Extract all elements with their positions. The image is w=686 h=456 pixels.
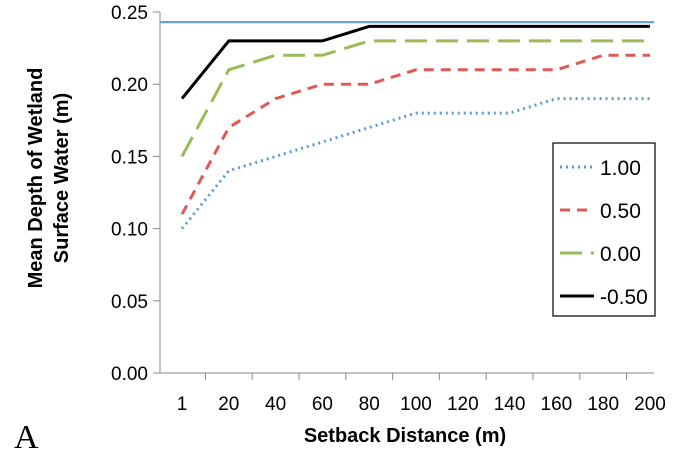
y-tick-label: 0.25	[111, 3, 148, 24]
series-line-0neg00	[180, 39, 650, 158]
x-tick-label: 160	[541, 394, 573, 415]
series-lines	[180, 24, 650, 230]
legend-label: 1.00	[600, 157, 641, 180]
series-line-0neg50	[180, 53, 650, 215]
legend-box	[552, 142, 656, 317]
x-tick-label: 80	[359, 394, 380, 415]
x-tick-label: 1	[177, 394, 188, 415]
x-tick-label: 120	[447, 394, 479, 415]
legend-label: 0.00	[600, 243, 641, 266]
y-tick-label: 0.00	[111, 364, 148, 385]
x-tick-label: 140	[494, 394, 526, 415]
y-axis-title-line: Mean Depth of Wetland	[25, 68, 47, 289]
legend-label: -0.50	[600, 286, 648, 309]
x-tick-labels: 1 20 40 60 80 100 120 140 160 180 200	[177, 394, 666, 415]
y-tick-labels: 0.00 0.05 0.10 0.15 0.20 0.25	[111, 3, 148, 385]
axes	[153, 11, 654, 380]
legend: 1.00 0.50 0.00 -0.50	[552, 142, 656, 317]
x-tick-label: 60	[312, 394, 333, 415]
legend-label: 0.50	[600, 200, 641, 223]
y-tick-label: 0.10	[111, 220, 148, 241]
x-axis-title: Setback Distance (m)	[304, 425, 506, 447]
y-axis-title: Mean Depth of Wetland Surface Water (m)	[25, 68, 73, 289]
x-tick-label: 100	[400, 394, 432, 415]
series-line-1neg00	[180, 97, 650, 230]
y-tick-label: 0.15	[111, 147, 148, 168]
y-tick-label: 0.20	[111, 75, 148, 96]
series-line-neg0-50	[180, 24, 650, 100]
panel-label: A	[14, 419, 39, 456]
x-tick-label: 20	[218, 394, 239, 415]
x-tick-label: 40	[265, 394, 286, 415]
y-axis-title-line: Surface Water (m)	[51, 93, 73, 263]
x-tick-label: 180	[587, 394, 619, 415]
x-tick-label: 200	[634, 394, 666, 415]
y-tick-label: 0.05	[111, 292, 148, 313]
